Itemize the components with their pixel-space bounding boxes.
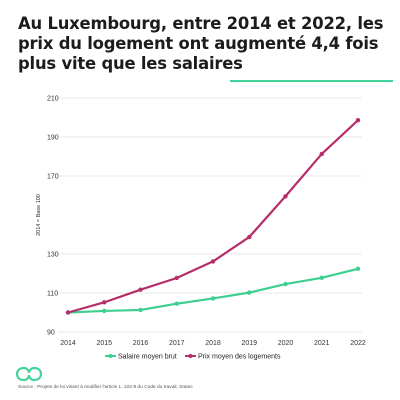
grid-lines	[58, 97, 362, 333]
x-tick-label: 2014	[60, 340, 76, 347]
series-points	[65, 118, 361, 315]
x-tick-labels: 2014 2015 2016 2017 2018 2019 2020 2021 2022	[60, 340, 366, 347]
legend-swatch-dot	[188, 354, 193, 358]
x-tick-label: 2021	[314, 340, 330, 347]
source-note: Source : Projets de loi visant à modifie…	[18, 385, 193, 390]
x-tick-label: 2018	[205, 340, 221, 347]
y-tick-label: 210	[47, 95, 59, 102]
data-point	[319, 275, 324, 280]
y-tick-label: 170	[47, 173, 59, 180]
legend-label: Salaire moyen brut	[118, 354, 177, 361]
x-tick-label: 2016	[133, 340, 149, 347]
data-point	[138, 287, 143, 292]
legend-swatch-dot	[108, 354, 113, 358]
legend: Salaire moyen brut Prix moyen des logemen…	[105, 354, 281, 361]
x-tick-label: 2017	[169, 340, 185, 347]
data-point	[102, 308, 107, 314]
data-point	[102, 300, 107, 305]
x-tick-label: 2019	[241, 340, 257, 347]
logo-icon	[16, 366, 42, 382]
data-point	[210, 259, 216, 264]
y-tick-label: 130	[47, 251, 59, 258]
series-line-1	[67, 119, 359, 314]
title-divider	[230, 80, 393, 82]
legend-label: Prix moyen des logements	[198, 354, 281, 361]
y-tick-label: 90	[47, 329, 55, 336]
data-point	[210, 296, 216, 301]
x-tick-label: 2015	[96, 340, 112, 347]
data-point	[174, 275, 179, 281]
chart-title: Au Luxembourg, entre 2014 et 2022, les p…	[18, 14, 384, 73]
series-line-0	[67, 267, 359, 314]
y-tick-label: 190	[47, 134, 59, 141]
series-lines	[67, 119, 359, 314]
data-point	[355, 118, 361, 123]
data-point	[247, 290, 252, 295]
data-point	[355, 266, 361, 272]
y-axis-label: 2014 = Base 100	[36, 194, 42, 236]
data-point	[65, 310, 71, 315]
data-point	[247, 234, 252, 240]
data-point	[319, 151, 324, 157]
x-tick-label: 2020	[278, 340, 294, 347]
data-point	[138, 307, 143, 313]
y-tick-labels: 90 110 130 170 190 210	[47, 95, 59, 336]
data-point	[283, 281, 288, 287]
y-tick-label: 110	[47, 290, 58, 297]
x-tick-label: 2022	[350, 340, 366, 347]
data-point	[174, 301, 179, 306]
data-point	[283, 194, 288, 199]
